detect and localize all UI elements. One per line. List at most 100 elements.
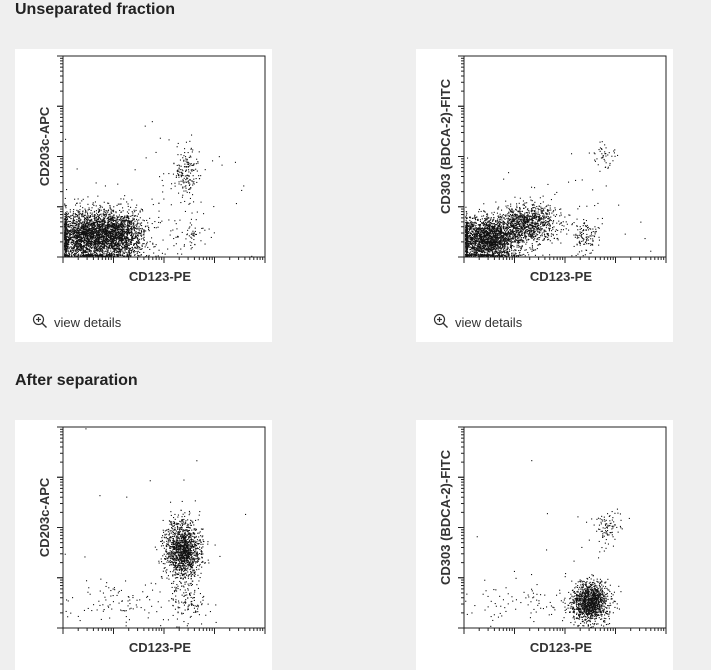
data-point — [482, 242, 484, 244]
data-point — [91, 228, 93, 230]
data-point — [143, 251, 145, 253]
data-point — [118, 252, 120, 254]
data-point — [98, 211, 100, 213]
data-point — [115, 232, 117, 234]
data-point — [129, 252, 131, 254]
data-point — [88, 248, 90, 250]
data-point — [92, 236, 94, 238]
data-point — [198, 178, 200, 180]
data-point — [182, 170, 184, 172]
data-point — [65, 205, 67, 207]
data-point — [78, 220, 80, 222]
data-point — [82, 226, 84, 228]
data-point — [67, 242, 69, 244]
data-point — [93, 214, 95, 216]
data-point — [117, 247, 119, 249]
data-point — [85, 218, 87, 220]
data-point — [104, 231, 106, 233]
data-point — [136, 242, 138, 244]
data-point — [112, 245, 114, 247]
data-point — [69, 238, 71, 240]
data-point — [141, 234, 143, 236]
data-point — [119, 231, 121, 233]
data-point — [113, 217, 115, 219]
data-point — [178, 164, 180, 166]
view-details-link[interactable]: view details — [32, 313, 121, 332]
data-point — [76, 228, 78, 230]
data-point — [117, 243, 119, 245]
data-point — [112, 240, 114, 242]
data-point — [128, 238, 130, 240]
data-point — [87, 228, 89, 230]
data-point — [78, 235, 80, 237]
data-point — [76, 235, 78, 237]
data-point — [87, 203, 89, 205]
data-point — [120, 248, 122, 250]
data-point — [86, 215, 88, 217]
data-point — [125, 237, 127, 239]
data-point — [114, 242, 116, 244]
data-point — [77, 244, 79, 246]
data-point — [93, 240, 95, 242]
data-point — [137, 240, 139, 242]
data-point — [117, 219, 119, 221]
data-point — [512, 229, 514, 231]
data-point — [94, 223, 96, 225]
data-point — [74, 216, 76, 218]
data-point — [89, 238, 91, 240]
data-point — [104, 226, 106, 228]
data-point — [512, 230, 514, 232]
data-point — [511, 231, 513, 233]
data-point — [84, 228, 86, 230]
data-point — [494, 245, 496, 247]
data-point — [145, 225, 147, 227]
data-point — [478, 249, 480, 251]
data-point — [102, 242, 104, 244]
data-point — [96, 252, 98, 254]
data-point — [109, 232, 111, 234]
data-point — [88, 251, 90, 253]
data-point — [472, 234, 474, 236]
data-point — [110, 242, 112, 244]
data-point — [494, 252, 496, 254]
data-point — [140, 234, 142, 236]
data-point — [104, 218, 106, 220]
data-point — [107, 242, 109, 244]
data-point — [123, 219, 125, 221]
data-point — [137, 238, 139, 240]
data-point — [118, 237, 120, 239]
data-point — [87, 217, 89, 219]
data-point — [87, 240, 89, 242]
data-point — [471, 221, 473, 223]
data-point — [109, 254, 111, 256]
data-point — [98, 247, 100, 249]
data-point — [133, 218, 135, 220]
data-point — [158, 221, 160, 223]
data-point — [490, 218, 492, 220]
data-point — [84, 217, 86, 219]
data-point — [488, 225, 490, 227]
data-point — [74, 254, 76, 256]
data-point — [111, 236, 113, 238]
data-point — [89, 224, 91, 226]
data-point — [103, 243, 105, 245]
data-point — [122, 224, 124, 226]
data-point — [192, 164, 194, 166]
data-point — [86, 245, 88, 247]
data-point — [113, 233, 115, 235]
data-point — [111, 237, 113, 239]
data-point — [181, 172, 183, 174]
data-point — [116, 254, 118, 256]
data-point — [121, 238, 123, 240]
data-point — [111, 230, 113, 232]
data-point — [133, 225, 135, 227]
data-point — [100, 231, 102, 233]
data-point — [128, 244, 130, 246]
data-point — [82, 251, 84, 253]
data-point — [86, 235, 88, 237]
data-point — [71, 233, 73, 235]
data-point — [110, 253, 112, 255]
data-point — [93, 242, 95, 244]
data-point — [499, 243, 501, 245]
data-point — [107, 250, 109, 252]
